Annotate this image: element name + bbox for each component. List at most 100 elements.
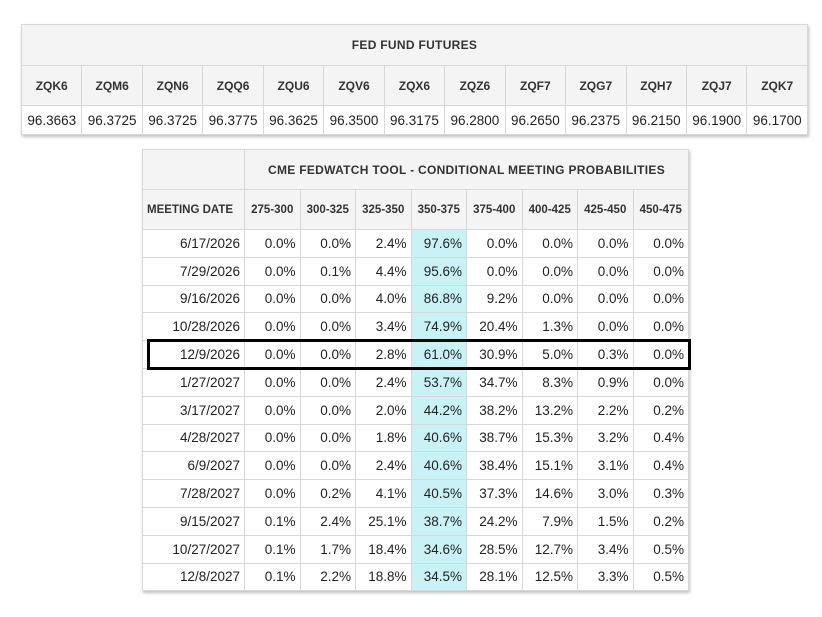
- probability-cell: 2.8%: [355, 340, 412, 369]
- probability-cell: 0.1%: [244, 534, 301, 564]
- probability-cell: 0.0%: [244, 367, 301, 397]
- meeting-date-cell: 1/27/2027: [142, 367, 245, 397]
- meeting-row: 12/9/2026 0.0% 0.0% 2.8% 61.0% 30.9% 5.0% 0.3% 0…: [142, 340, 690, 369]
- probability-cell: 0.0%: [466, 229, 523, 258]
- rate-range-header: 325-350: [355, 189, 412, 230]
- futures-price-cell: 96.2375: [565, 105, 627, 135]
- probability-cell: 40.6%: [410, 451, 467, 481]
- meeting-row: 3/17/2027 0.0% 0.0% 2.0% 44.2% 38.2% 13.2% 2.2%…: [142, 395, 690, 425]
- probability-cell: 0.4%: [632, 451, 690, 481]
- fedwatch-table-title: CME FEDWATCH TOOL - CONDITIONAL MEETING …: [243, 149, 690, 190]
- fedwatch-table-body: 6/17/2026 0.0% 0.0% 2.4% 97.6% 0.0% 0.0% 0.0% 0.…: [142, 229, 690, 592]
- probability-cell: 34.7%: [466, 367, 523, 397]
- futures-contract-header: ZQV6: [323, 65, 385, 106]
- rate-range-header: 275-300: [244, 189, 301, 230]
- meeting-date-cell: 4/28/2027: [142, 423, 245, 453]
- probability-cell: 0.4%: [632, 423, 690, 453]
- probability-cell: 37.3%: [466, 479, 523, 508]
- probability-cell: 0.0%: [244, 284, 301, 314]
- probability-cell: 53.7%: [410, 367, 467, 397]
- meeting-row: 12/8/2027 0.1% 2.2% 18.8% 34.5% 28.1% 12.5% 3.3…: [142, 562, 690, 592]
- rate-range-header: 375-400: [466, 189, 523, 230]
- futures-contract-header: ZQZ6: [444, 65, 506, 106]
- meeting-row: 9/15/2027 0.1% 2.4% 25.1% 38.7% 24.2% 7.9% 1.5%…: [142, 506, 690, 536]
- futures-table-title: FED FUND FUTURES: [21, 24, 808, 66]
- probability-cell: 0.0%: [244, 423, 301, 453]
- probability-cell: 0.0%: [577, 256, 634, 286]
- probability-cell: 40.6%: [410, 423, 467, 453]
- futures-price-row: 96.3663 96.3725 96.3725 96.3775 96.3625 96.35…: [20, 105, 808, 135]
- probability-cell: 38.7%: [410, 506, 467, 536]
- probability-cell: 0.0%: [632, 367, 690, 397]
- probability-cell: 0.0%: [299, 395, 356, 425]
- futures-contract-header: ZQH7: [625, 65, 687, 106]
- title-corner-blank: [142, 149, 245, 190]
- futures-price-cell: 96.3663: [20, 105, 83, 135]
- rate-range-header: 300-325: [299, 189, 356, 230]
- probability-cell: 0.0%: [466, 256, 523, 286]
- probability-cell: 97.6%: [410, 229, 467, 258]
- probability-cell: 2.0%: [355, 395, 412, 425]
- probability-cell: 0.0%: [632, 340, 690, 369]
- probability-cell: 61.0%: [410, 340, 467, 369]
- meeting-row: 7/29/2026 0.0% 0.1% 4.4% 95.6% 0.0% 0.0% 0.0% 0.…: [142, 256, 690, 286]
- probability-cell: 0.0%: [299, 229, 356, 258]
- futures-price-cell: 96.2150: [625, 105, 687, 135]
- futures-price-cell: 96.2800: [444, 105, 506, 135]
- probability-cell: 0.0%: [632, 312, 690, 342]
- futures-price-cell: 96.3175: [383, 105, 446, 135]
- meeting-date-cell: 7/28/2027: [142, 479, 245, 508]
- meeting-date-cell: 12/9/2026: [142, 340, 245, 369]
- probability-cell: 1.8%: [355, 423, 412, 453]
- probability-cell: 13.2%: [521, 395, 578, 425]
- probability-cell: 38.7%: [466, 423, 523, 453]
- futures-contract-header: ZQF7: [504, 65, 567, 106]
- futures-price-cell: 96.1700: [746, 105, 808, 135]
- futures-price-cell: 96.2650: [504, 105, 567, 135]
- probability-cell: 2.4%: [355, 229, 412, 258]
- probability-cell: 0.0%: [299, 451, 356, 481]
- probability-cell: 15.1%: [521, 451, 578, 481]
- rate-range-header: 425-450: [577, 189, 634, 230]
- rate-range-header: 450-475: [632, 189, 690, 230]
- futures-contract-header: ZQU6: [262, 65, 325, 106]
- probability-cell: 28.5%: [466, 534, 523, 564]
- meeting-date-cell: 6/9/2027: [142, 451, 245, 481]
- probability-cell: 0.0%: [299, 312, 356, 342]
- meeting-row: 4/28/2027 0.0% 0.0% 1.8% 40.6% 38.7% 15.3% 3.2%…: [142, 423, 690, 453]
- probability-cell: 2.4%: [355, 451, 412, 481]
- probability-cell: 3.4%: [577, 534, 634, 564]
- probability-cell: 0.0%: [521, 256, 578, 286]
- probability-cell: 0.1%: [299, 256, 356, 286]
- probability-cell: 0.0%: [244, 479, 301, 508]
- probability-cell: 2.2%: [299, 562, 356, 592]
- probability-cell: 0.0%: [521, 284, 578, 314]
- probability-cell: 5.0%: [521, 340, 578, 369]
- futures-price-cell: 96.1900: [685, 105, 748, 135]
- futures-contract-header: ZQN6: [141, 65, 204, 106]
- probability-cell: 8.3%: [521, 367, 578, 397]
- probability-cell: 25.1%: [355, 506, 412, 536]
- probability-cell: 28.1%: [466, 562, 523, 592]
- probability-cell: 12.5%: [521, 562, 578, 592]
- meeting-date-header: MEETING DATE: [142, 189, 245, 230]
- probability-cell: 0.0%: [244, 451, 301, 481]
- probability-cell: 0.0%: [299, 367, 356, 397]
- probability-cell: 2.4%: [355, 367, 412, 397]
- fedwatch-header-row: MEETING DATE 275-300 300-325 325-350 350-37…: [142, 189, 690, 230]
- probability-cell: 38.2%: [466, 395, 523, 425]
- futures-price-cell: 96.3775: [202, 105, 264, 135]
- meeting-row: 1/27/2027 0.0% 0.0% 2.4% 53.7% 34.7% 8.3% 0.9% 0…: [142, 367, 690, 397]
- probability-cell: 3.4%: [355, 312, 412, 342]
- probability-cell: 74.9%: [410, 312, 467, 342]
- probability-cell: 34.5%: [410, 562, 467, 592]
- futures-contract-header: ZQK7: [746, 65, 808, 106]
- probability-cell: 0.0%: [632, 256, 690, 286]
- probability-cell: 4.1%: [355, 479, 412, 508]
- futures-contract-header: ZQG7: [565, 65, 627, 106]
- probability-cell: 18.4%: [355, 534, 412, 564]
- probability-cell: 0.5%: [632, 562, 690, 592]
- probability-cell: 0.5%: [632, 534, 690, 564]
- meeting-date-cell: 7/29/2026: [142, 256, 245, 286]
- probability-cell: 3.1%: [577, 451, 634, 481]
